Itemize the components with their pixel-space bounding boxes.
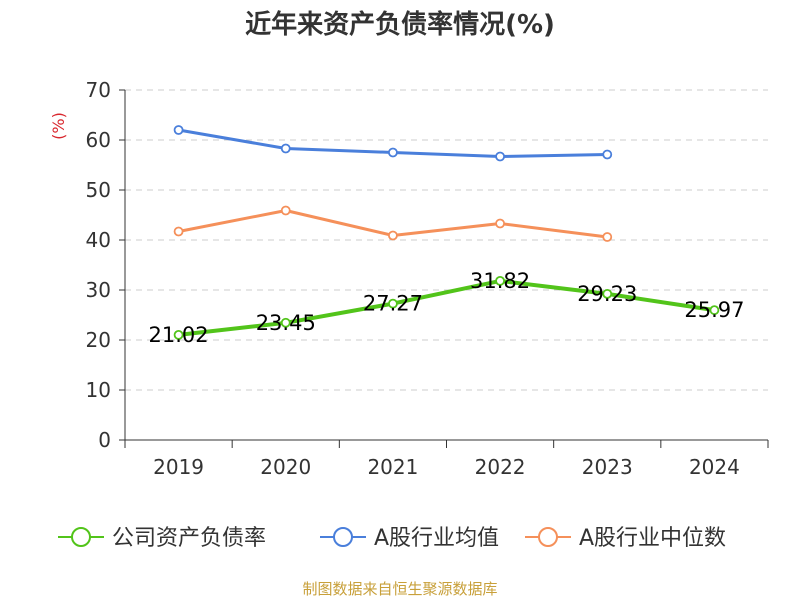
y-axis-label: (%) [49, 112, 68, 140]
chart-title: 近年来资产负债率情况(%) [245, 10, 555, 40]
legend-item[interactable]: A股行业均值 [320, 526, 499, 551]
x-tick-label: 2020 [260, 455, 311, 479]
y-tick-label: 30 [86, 278, 111, 302]
data-point[interactable] [495, 151, 505, 162]
y-tick-label: 70 [86, 78, 111, 102]
legend-marker-circle [333, 527, 353, 547]
y-tick-label: 50 [86, 178, 111, 202]
data-point[interactable] [388, 298, 398, 309]
y-tick-label: 0 [98, 428, 111, 452]
series [173, 125, 720, 340]
data-label: 25.97 [684, 298, 744, 322]
data-point[interactable] [388, 147, 398, 158]
y-tick-label: 60 [86, 128, 111, 152]
data-point[interactable] [173, 329, 184, 340]
legend-item[interactable]: A股行业中位数 [525, 526, 726, 551]
source-note: 制图数据来自恒生聚源数据库 [302, 580, 498, 598]
legend-marker-circle [71, 527, 91, 547]
data-point[interactable] [280, 143, 291, 154]
grid-lines [125, 89, 768, 391]
x-tick-label: 2023 [582, 455, 633, 479]
y-tick-label: 20 [86, 328, 111, 352]
data-labels: 21.02 23.45 27.27 31.82 29.23 25.97 [149, 269, 745, 347]
data-point[interactable] [602, 149, 613, 160]
data-point[interactable] [495, 275, 505, 286]
y-tick-label: 10 [86, 378, 111, 402]
data-point[interactable] [173, 226, 184, 237]
x-tick-label: 2019 [153, 455, 204, 479]
data-point[interactable] [602, 232, 613, 242]
data-label: 29.23 [577, 282, 637, 306]
data-label: 27.27 [363, 292, 423, 316]
series-line-0 [176, 278, 717, 337]
data-point[interactable] [280, 205, 291, 216]
x-tick-label: 2024 [689, 455, 740, 479]
data-label: 21.02 [149, 323, 209, 347]
data-point[interactable] [709, 305, 720, 316]
legend-label: 公司资产负债率 [112, 526, 266, 551]
x-tick-label: 2021 [367, 455, 418, 479]
data-point[interactable] [280, 317, 291, 328]
legend[interactable]: 公司资产负债率 A股行业均值 A股行业中位数 [58, 526, 726, 551]
x-tick-label: 2022 [475, 455, 526, 479]
data-point[interactable] [388, 230, 398, 241]
y-tick-label: 40 [86, 228, 111, 252]
data-point[interactable] [602, 288, 613, 299]
data-label: 23.45 [256, 311, 316, 335]
legend-label: A股行业均值 [374, 526, 499, 551]
data-point[interactable] [173, 125, 184, 135]
axes: 0 10 20 30 40 50 60 70 2019 2020 2021 2022 2023 2024 [86, 78, 769, 479]
legend-item[interactable]: 公司资产负债率 [58, 526, 266, 551]
data-label: 31.82 [470, 269, 530, 293]
legend-marker-circle [538, 527, 558, 547]
legend-label: A股行业中位数 [579, 526, 726, 551]
data-point[interactable] [495, 218, 505, 229]
